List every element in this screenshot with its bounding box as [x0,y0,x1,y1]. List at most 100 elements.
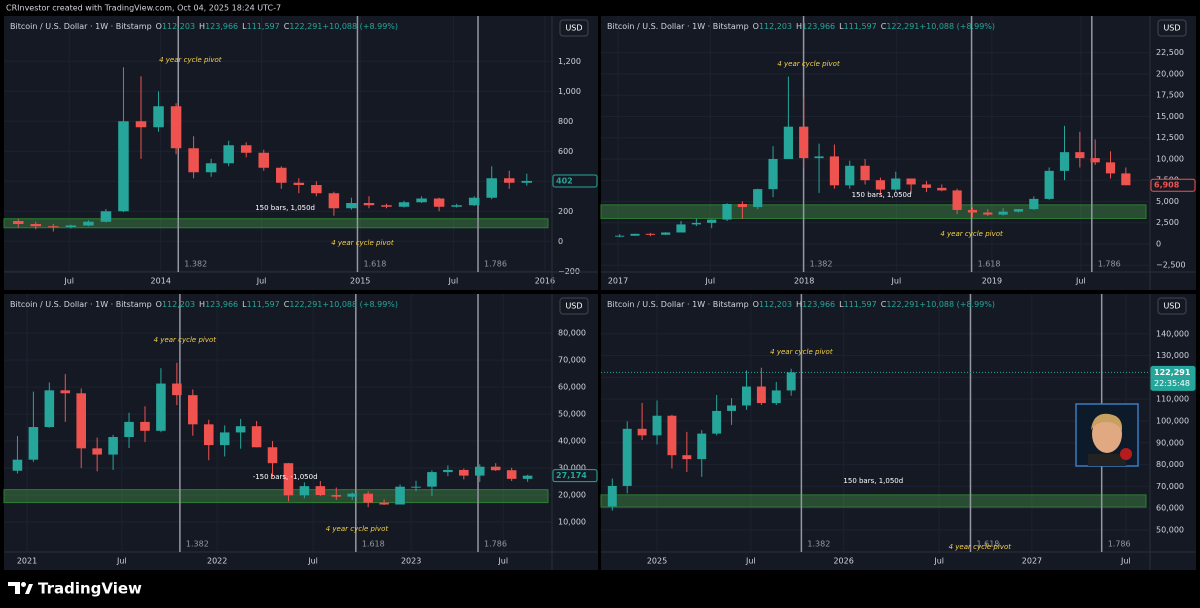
candle [727,398,737,425]
candle-body [267,447,278,464]
candle-body [92,448,102,455]
candle [223,140,234,167]
currency-box [559,297,589,315]
quote-part: H [796,22,802,31]
candle-body [486,178,497,198]
chart-legend: Bitcoin / U.S. Dollar · 1W · Bitstamp O11… [607,300,995,309]
fib-label: 1.382 [186,540,209,549]
quote-part: +10,088 (+8.99%) [322,22,398,31]
candle-body [398,202,410,207]
chart-panel: 2025 Jul 2026 Jul 2027 Jul 50,000 60,000 70,000 8… [600,294,1196,570]
quote-part: O [156,22,162,31]
last-price-label: 122,291 [1154,368,1191,377]
candle-body [1121,173,1131,186]
candle-body [1044,170,1054,199]
candle-body [60,390,71,394]
candle [486,166,497,200]
candle [845,160,855,189]
candle-body [251,426,262,448]
last-price-box [1150,178,1196,192]
y-tick-label: −2,500 [1156,261,1186,270]
candle-body [76,393,87,449]
y-tick-label: 140,000 [1156,329,1189,338]
candle [1059,125,1070,181]
x-tick-label: 2021 [17,557,37,566]
candle-body [615,235,625,237]
quote-part: +10,088 (+8.99%) [919,22,995,31]
quote-part: C [284,300,290,309]
support-zone [600,494,1147,508]
y-tick-label: 50,000 [558,410,586,419]
fib-label: 1.382 [807,540,830,549]
y-tick-label: −200 [558,267,580,276]
quote-part: 123,966 [802,22,835,31]
candle [188,389,198,436]
fib-label: 1.786 [1098,260,1121,269]
y-tick-label: 70,000 [1156,482,1184,491]
candle-body [637,428,647,436]
candle-body [667,415,677,456]
quote-part: 122,291 [289,300,322,309]
quote-part: 122,291 [886,22,919,31]
avatar-face [1092,415,1122,453]
candle [293,178,305,194]
candle [219,425,230,457]
candle [156,368,166,433]
candle [829,144,840,189]
candle-body [661,232,671,235]
candle [1105,151,1116,179]
candle [906,178,916,194]
quote-part: C [881,300,887,309]
currency: USD [1163,302,1180,311]
x-tick-label: 2025 [647,557,667,566]
y-tick-label: 90,000 [1156,438,1184,447]
fib-label: 1.618 [978,260,1001,269]
candle [503,170,515,189]
candle [799,97,809,168]
chart-panel: 2021 Jul 2022 Jul 2023 Jul 10,000 20,000 30,000 4… [3,294,598,570]
quote-part: 122,291 [289,22,322,31]
y-tick-label: 10,000 [558,518,586,527]
candle-body [967,209,978,213]
candle-body [28,427,39,460]
annotation: 4 year cycle pivot [777,60,840,68]
annotation: 4 year cycle pivot [154,336,217,344]
y-tick-label: 40,000 [558,437,586,446]
candle [983,209,993,216]
candle [630,233,640,236]
quote-part: L [242,300,247,309]
y-tick-label: 100,000 [1156,416,1189,425]
candle [474,464,485,483]
candle-body [293,182,305,185]
candle [328,191,340,216]
candle-body [707,219,717,223]
candle [783,76,793,159]
fib-label: 1.382 [810,260,833,269]
chart-title: Bitcoin / U.S. Dollar · 1W · Bitstamp [607,300,749,309]
annotation: 4 year cycle pivot [159,56,222,64]
x-tick-label: Jul [1120,557,1131,566]
candle-body [771,390,781,404]
chart-title: Bitcoin / U.S. Dollar · 1W · Bitstamp [607,22,749,31]
candle [251,421,262,448]
candle-body [829,156,840,186]
candle [1090,139,1100,165]
candle [283,462,294,502]
candle-body [891,178,901,190]
candle [768,146,778,198]
fib-label: 1.382 [184,260,207,269]
candle-body [697,433,707,460]
candle [65,224,77,229]
quote-part: 111,597 [844,22,877,31]
quote-part: H [199,300,205,309]
candle-body [875,180,886,190]
annotation: 4 year cycle pivot [940,230,1003,238]
candle-body [443,469,453,473]
candle [1013,209,1024,213]
candle [756,367,766,406]
chart-legend: Bitcoin / U.S. Dollar · 1W · Bitstamp O11… [10,22,398,31]
candle-body [786,372,796,391]
candle-body [521,180,533,183]
candle-body [1059,152,1070,171]
candle-body [283,463,294,496]
